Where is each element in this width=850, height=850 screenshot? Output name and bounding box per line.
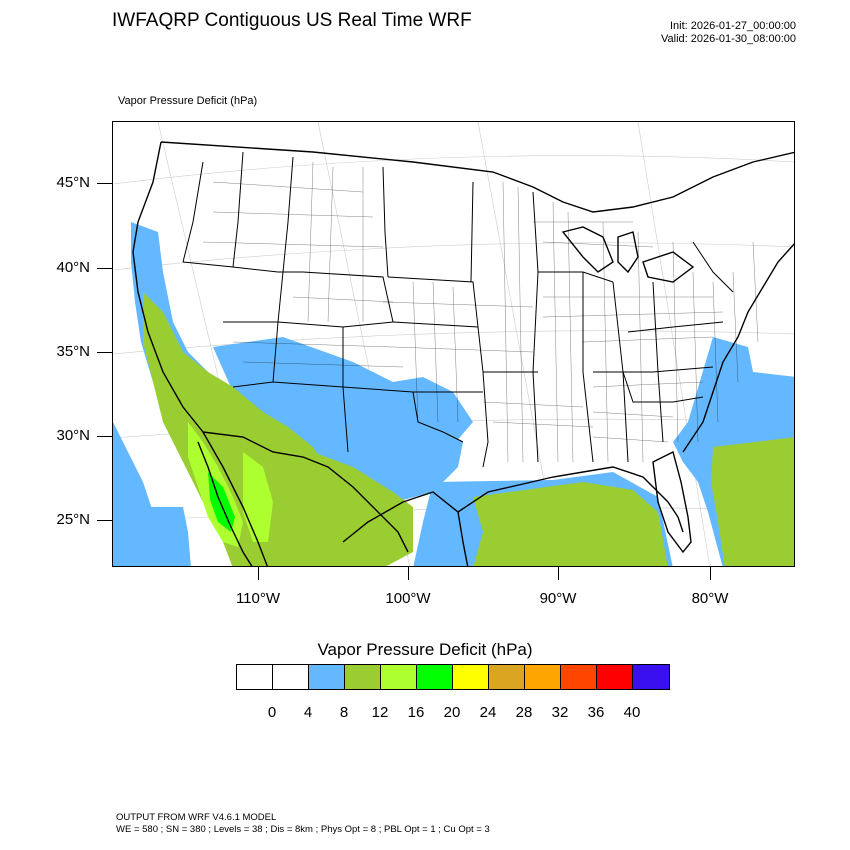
footer-model: OUTPUT FROM WRF V4.6.1 MODEL xyxy=(116,812,277,823)
colorbar-box xyxy=(237,665,273,689)
colorbar-box xyxy=(453,665,489,689)
colorbar-box xyxy=(273,665,309,689)
colorbar-label: 32 xyxy=(551,704,569,721)
colorbar-label: 28 xyxy=(515,704,533,721)
gulf-coast xyxy=(342,491,469,566)
colorbar-box xyxy=(489,665,525,689)
colorbar-box xyxy=(417,665,453,689)
lon-label-80: 80°W xyxy=(691,590,729,607)
florida xyxy=(652,450,692,554)
lon-tick xyxy=(408,567,409,580)
lat-label-45: 45°N xyxy=(56,174,90,191)
colorbar-box xyxy=(633,665,669,689)
mexico-green xyxy=(313,452,413,566)
colorbar-label: 16 xyxy=(407,704,425,721)
vpd-map xyxy=(113,122,794,566)
pacific-offshore xyxy=(113,507,191,566)
valid-time: Valid: 2026-01-30_08:00:00 xyxy=(661,33,796,45)
colorbar-box xyxy=(345,665,381,689)
lat-label-25: 25°N xyxy=(56,511,90,528)
lat-label-35: 35°N xyxy=(56,343,90,360)
lon-tick xyxy=(258,567,259,580)
lon-label-90: 90°W xyxy=(539,590,577,607)
colorbar-box xyxy=(561,665,597,689)
colorbar-box xyxy=(309,665,345,689)
lat-tick xyxy=(97,268,112,269)
lon-label-110: 110°W xyxy=(235,590,281,607)
atlantic-coast xyxy=(682,243,794,453)
lat-label-30: 30°N xyxy=(56,427,90,444)
mexico-border xyxy=(202,431,409,553)
state-lines xyxy=(182,151,734,468)
init-time: Init: 2026-01-27_00:00:00 xyxy=(670,20,796,32)
colorbar-box xyxy=(381,665,417,689)
southwest-green xyxy=(143,292,353,566)
west-coast xyxy=(132,141,268,566)
lon-label-100: 100°W xyxy=(385,590,431,607)
colorbar-box xyxy=(525,665,561,689)
coastlines xyxy=(132,141,794,566)
great-lakes-1 xyxy=(561,226,614,273)
colorbar-box xyxy=(597,665,633,689)
lat-tick xyxy=(97,352,112,353)
gulf-green xyxy=(473,482,668,566)
colorbar-label: 12 xyxy=(371,704,389,721)
colorbar-label: 4 xyxy=(303,704,313,721)
sonora-lightgreen xyxy=(243,452,273,542)
gulf-north xyxy=(457,466,684,533)
atlantic-green xyxy=(711,437,794,566)
colorbar-label: 20 xyxy=(443,704,461,721)
footer-params: WE = 580 ; SN = 380 ; Levels = 38 ; Dis … xyxy=(116,824,490,835)
colorbar-label: 0 xyxy=(267,704,277,721)
map-panel xyxy=(112,121,795,567)
plot-title: IWFAQRP Contiguous US Real Time WRF xyxy=(112,10,472,31)
colorbar-label: 40 xyxy=(623,704,641,721)
colorbar-label: 8 xyxy=(339,704,349,721)
lat-tick xyxy=(97,183,112,184)
field-label: Vapor Pressure Deficit (hPa) xyxy=(118,95,258,107)
canada-border xyxy=(160,141,794,213)
colorbar-label: 36 xyxy=(587,704,605,721)
colorbar xyxy=(236,664,670,690)
vpd-8-12-region xyxy=(143,292,794,566)
lat-label-40: 40°N xyxy=(56,259,90,276)
lon-tick xyxy=(710,567,711,580)
great-lakes-3 xyxy=(642,251,695,283)
baja-peninsula xyxy=(197,441,253,566)
lat-tick xyxy=(97,520,112,521)
colorbar-label: 24 xyxy=(479,704,497,721)
lat-tick xyxy=(97,436,112,437)
lon-tick xyxy=(558,567,559,580)
county-lines xyxy=(202,161,759,463)
colorbar-title: Vapor Pressure Deficit (hPa) xyxy=(317,640,533,659)
great-lakes-2 xyxy=(617,231,639,274)
